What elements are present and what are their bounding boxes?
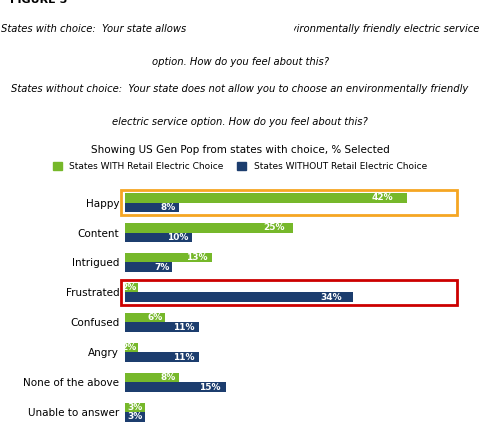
Text: 10%: 10% (167, 233, 189, 242)
Text: option. How do you feel about this?: option. How do you feel about this? (152, 57, 328, 67)
Bar (125, 412, 145, 422)
Text: 11%: 11% (174, 323, 195, 332)
Text: States with choice:: States with choice: (186, 24, 294, 34)
Bar (125, 283, 138, 293)
Bar (125, 352, 199, 362)
Bar (121, 190, 457, 215)
Bar (125, 232, 192, 242)
Bar (125, 293, 353, 302)
Bar (125, 373, 179, 382)
Text: 15%: 15% (199, 382, 221, 392)
Text: electric service option. How do you feel about this?: electric service option. How do you feel… (112, 117, 368, 127)
Text: 2%: 2% (121, 343, 136, 352)
Text: 8%: 8% (161, 373, 176, 382)
Text: States without choice:  Your state does not allow you to choose an environmental: States without choice: Your state does n… (12, 85, 468, 95)
Bar (125, 343, 138, 352)
Text: 6%: 6% (148, 313, 163, 322)
Text: Showing US Gen Pop from states with choice, % Selected: Showing US Gen Pop from states with choi… (91, 145, 389, 155)
Bar (125, 322, 199, 332)
Bar (125, 253, 212, 262)
Bar (125, 402, 145, 412)
Text: 8%: 8% (161, 203, 176, 212)
Legend: States WITH Retail Electric Choice, States WITHOUT Retail Electric Choice: States WITH Retail Electric Choice, Stat… (53, 162, 427, 171)
Text: 3%: 3% (128, 412, 143, 422)
Text: 11%: 11% (174, 353, 195, 361)
Bar (125, 382, 226, 392)
Bar (121, 280, 457, 305)
Bar (125, 313, 165, 322)
Text: 3%: 3% (128, 403, 143, 412)
Text: States with choice:  Your state allows you to choose an environmentally friendly: States with choice: Your state allows yo… (1, 24, 479, 34)
Bar (125, 203, 179, 212)
Text: 42%: 42% (372, 193, 393, 202)
Bar (125, 262, 172, 272)
Text: 34%: 34% (320, 293, 342, 302)
Text: 13%: 13% (186, 253, 208, 262)
Text: 7%: 7% (154, 263, 169, 272)
Text: 25%: 25% (263, 223, 284, 232)
Text: FIGURE 5: FIGURE 5 (10, 0, 67, 4)
Bar (125, 223, 293, 232)
Bar (125, 193, 407, 203)
Text: 2%: 2% (121, 283, 136, 292)
